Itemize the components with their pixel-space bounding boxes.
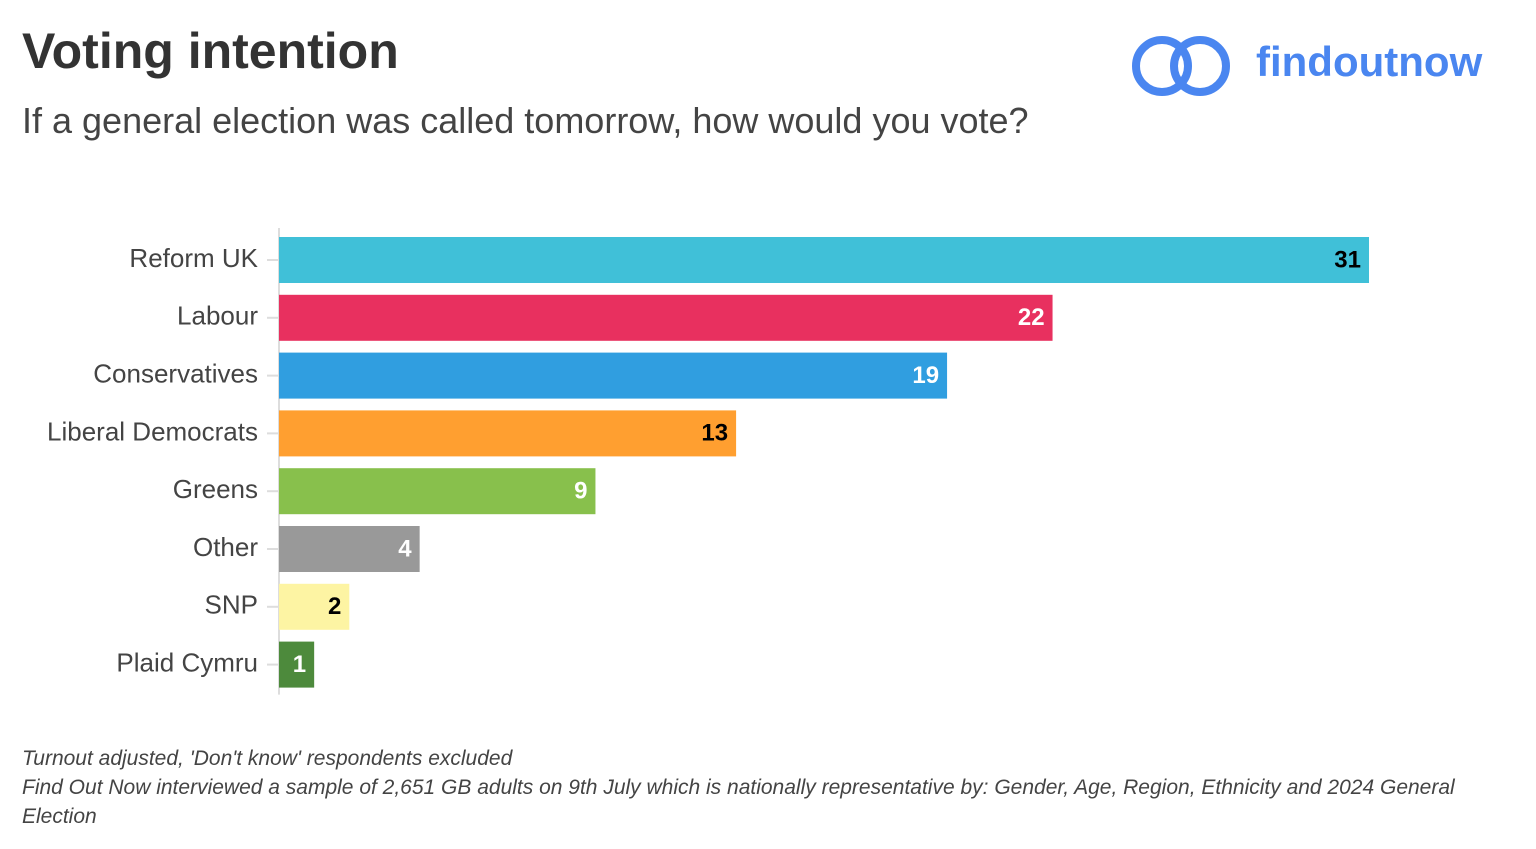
category-label: Liberal Democrats xyxy=(47,416,258,446)
brand-name: findoutnow xyxy=(1256,38,1483,85)
chart-title: Voting intention xyxy=(22,23,399,79)
bar xyxy=(279,410,737,457)
bar xyxy=(279,526,420,572)
footnote: Find Out Now interviewed a sample of 2,6… xyxy=(22,776,1455,828)
value-label: 1 xyxy=(293,651,306,678)
value-label: 31 xyxy=(1334,246,1361,273)
category-label: Plaid Cymru xyxy=(116,647,258,677)
value-label: 9 xyxy=(574,478,587,505)
chart-subtitle: If a general election was called tomorro… xyxy=(22,100,1029,141)
value-label: 22 xyxy=(1018,304,1045,331)
category-label: Other xyxy=(193,532,258,562)
bar xyxy=(279,583,350,630)
category-label: Conservatives xyxy=(93,358,258,388)
value-label: 2 xyxy=(328,593,341,620)
category-label: Labour xyxy=(177,301,258,331)
category-label: Greens xyxy=(173,474,258,504)
bar xyxy=(279,294,1053,341)
footnote: Turnout adjusted, 'Don't know' responden… xyxy=(22,747,513,770)
bar xyxy=(279,352,948,399)
category-label: Reform UK xyxy=(129,243,258,273)
bar xyxy=(279,641,315,688)
footnotes: Turnout adjusted, 'Don't know' responden… xyxy=(22,744,1522,831)
logo-icon xyxy=(1132,36,1230,96)
value-label: 19 xyxy=(912,362,939,389)
value-label: 13 xyxy=(701,420,728,447)
bar xyxy=(279,468,596,515)
bar xyxy=(279,237,1369,283)
value-label: 4 xyxy=(398,535,412,562)
category-label: SNP xyxy=(205,590,258,620)
